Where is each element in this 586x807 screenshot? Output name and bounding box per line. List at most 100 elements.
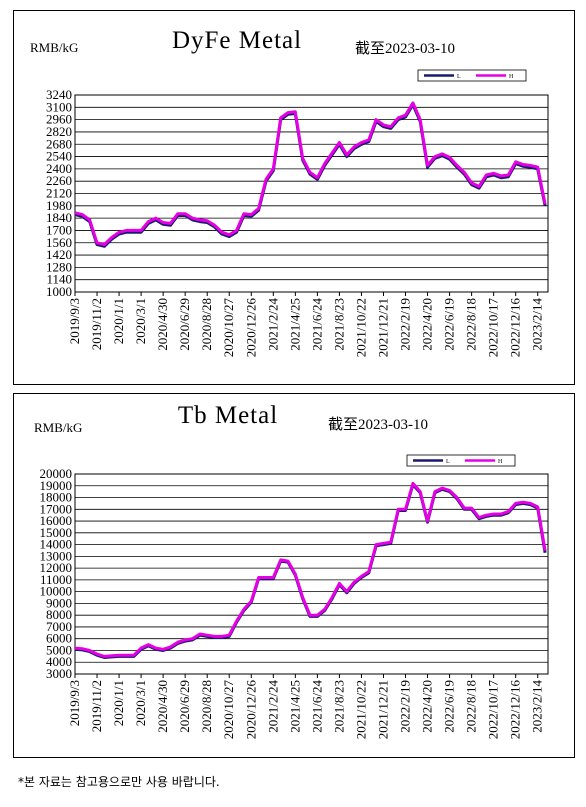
x-tick-label: 2023/2/14 xyxy=(530,680,545,733)
y-axis-unit: RMB/kG xyxy=(30,40,78,55)
x-tick-label: 2023/2/14 xyxy=(530,298,545,351)
x-tick-label: 2022/6/19 xyxy=(442,298,457,351)
legend-box xyxy=(417,69,527,82)
chart-title: DyFe Metal xyxy=(172,27,302,54)
y-tick-label: 3240 xyxy=(46,87,72,102)
x-tick-label: 2021/2/24 xyxy=(265,298,280,351)
x-tick-label: 2022/10/17 xyxy=(486,680,501,740)
x-tick-label: 2020/1/1 xyxy=(111,680,126,726)
x-tick-label: 2022/4/20 xyxy=(420,298,435,351)
x-tick-label: 2021/4/25 xyxy=(287,298,302,351)
x-tick-label: 2022/12/16 xyxy=(508,680,523,740)
x-tick-label: 2022/12/16 xyxy=(508,298,523,358)
legend-label: H xyxy=(498,459,503,465)
x-tick-label: 2019/11/2 xyxy=(89,298,104,350)
line-series xyxy=(74,101,547,246)
y-tick-label: 2120 xyxy=(46,186,72,201)
y-axis-unit: RMB/kG xyxy=(34,420,82,435)
y-tick-label: 1700 xyxy=(46,222,72,237)
y-tick-label: 20000 xyxy=(40,466,73,481)
x-tick-label: 2021/10/22 xyxy=(353,680,368,739)
x-tick-label: 2020/12/26 xyxy=(243,298,258,358)
x-tick-label: 2022/6/19 xyxy=(442,680,457,733)
x-tick-label: 2020/6/29 xyxy=(177,680,192,733)
x-tick-label: 2022/8/18 xyxy=(464,680,479,733)
x-tick-label: 2019/9/3 xyxy=(67,680,82,726)
y-tick-label: 1840 xyxy=(46,210,72,225)
chart-frame xyxy=(13,10,575,385)
annotation: 截至2023-03-10 xyxy=(328,416,428,433)
y-tick-label: 1980 xyxy=(46,198,72,213)
y-tick-label: 15000 xyxy=(40,525,73,540)
x-tick-label: 2020/3/1 xyxy=(133,680,148,726)
y-tick-label: 1000 xyxy=(46,284,72,299)
y-tick-label: 2680 xyxy=(46,136,72,151)
x-tick-label: 2019/9/3 xyxy=(67,298,82,344)
x-tick-label: 2020/12/26 xyxy=(243,680,258,740)
y-tick-label: 4000 xyxy=(46,654,72,669)
y-tick-label: 2400 xyxy=(46,161,72,176)
x-tick-label: 2021/8/23 xyxy=(331,680,346,733)
x-tick-label: 2020/4/30 xyxy=(155,298,170,351)
x-tick-label: 2021/12/21 xyxy=(375,298,390,357)
y-tick-label: 2960 xyxy=(46,112,72,127)
x-tick-label: 2021/12/21 xyxy=(375,680,390,739)
legend-label: H xyxy=(509,74,514,80)
y-tick-label: 10000 xyxy=(40,584,73,599)
x-tick-label: 2020/8/28 xyxy=(199,680,214,733)
x-tick-label: 2020/3/1 xyxy=(133,298,148,344)
x-tick-label: 2022/2/19 xyxy=(398,298,413,351)
y-tick-label: 11000 xyxy=(40,572,72,587)
x-tick-label: 2020/6/29 xyxy=(177,298,192,351)
legend-box xyxy=(406,454,516,467)
y-tick-label: 16000 xyxy=(40,513,73,528)
x-tick-label: 2021/6/24 xyxy=(309,298,324,351)
y-tick-label: 5000 xyxy=(46,642,72,657)
y-tick-label: 2260 xyxy=(46,173,72,188)
y-tick-label: 17000 xyxy=(40,501,73,516)
x-tick-label: 2022/10/17 xyxy=(486,298,501,358)
x-tick-label: 2020/10/27 xyxy=(221,298,236,358)
x-tick-label: 2021/2/24 xyxy=(265,680,280,733)
x-tick-label: 2021/8/23 xyxy=(331,298,346,351)
y-tick-label: 12000 xyxy=(40,560,73,575)
y-tick-label: 18000 xyxy=(40,490,73,505)
y-tick-label: 7000 xyxy=(46,619,72,634)
y-tick-label: 19000 xyxy=(40,478,73,493)
y-tick-label: 8000 xyxy=(46,607,72,622)
chart-frame xyxy=(13,393,575,758)
annotation: 截至2023-03-10 xyxy=(355,40,455,57)
legend-label: L xyxy=(457,74,461,80)
y-tick-label: 14000 xyxy=(40,537,73,552)
footer: *본 자료는 참고용으로만 사용 바랍니다. xyxy=(18,775,220,789)
y-tick-label: 1560 xyxy=(46,235,72,250)
x-tick-label: 2022/8/18 xyxy=(464,298,479,351)
x-tick-label: 2021/6/24 xyxy=(309,680,324,733)
x-tick-label: 2020/8/28 xyxy=(199,298,214,351)
y-tick-label: 9000 xyxy=(46,595,72,610)
y-tick-label: 13000 xyxy=(40,548,73,563)
x-tick-label: 2020/1/1 xyxy=(111,298,126,344)
legend-label: L xyxy=(446,459,450,465)
x-tick-label: 2022/4/20 xyxy=(420,680,435,733)
y-tick-label: 3000 xyxy=(46,666,72,681)
y-tick-label: 3100 xyxy=(46,99,72,114)
y-tick-label: 6000 xyxy=(46,631,72,646)
y-tick-label: 2820 xyxy=(46,124,72,139)
y-tick-label: 1280 xyxy=(46,259,72,274)
x-tick-label: 2022/2/19 xyxy=(398,680,413,733)
plot-area xyxy=(74,473,549,675)
y-tick-label: 2540 xyxy=(46,149,72,164)
y-tick-label: 1140 xyxy=(46,272,72,287)
x-tick-label: 2019/11/2 xyxy=(89,680,104,732)
x-tick-label: 2021/4/25 xyxy=(287,680,302,733)
chart-title: Tb Metal xyxy=(178,402,278,429)
y-tick-label: 1420 xyxy=(46,247,72,262)
x-tick-label: 2021/10/22 xyxy=(353,298,368,357)
line-series xyxy=(74,481,547,658)
x-tick-label: 2020/10/27 xyxy=(221,680,236,740)
x-tick-label: 2020/4/30 xyxy=(155,680,170,733)
